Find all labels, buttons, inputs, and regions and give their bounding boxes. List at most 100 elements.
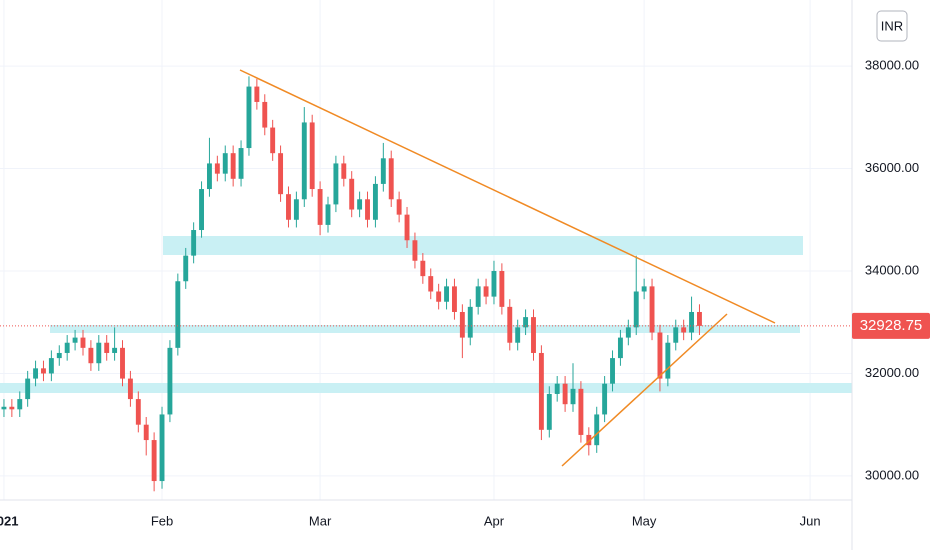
candle-body [396, 199, 402, 215]
candle-body [183, 255, 189, 282]
candle-body [333, 163, 339, 205]
candle-body [127, 378, 133, 400]
candle-body [341, 163, 347, 179]
currency-label[interactable]: INR [881, 18, 903, 33]
candle-body [151, 440, 157, 482]
zone [0, 383, 852, 393]
candle-body [246, 86, 252, 149]
candle-body [365, 199, 370, 220]
candle-body [673, 327, 679, 343]
candle-body [546, 393, 552, 430]
candle-body [48, 358, 54, 374]
candle-body [562, 383, 568, 405]
candle-body [64, 342, 70, 353]
zone [163, 236, 803, 255]
zone [50, 325, 800, 333]
grid [0, 0, 852, 500]
candle-body [159, 414, 165, 482]
candle-body [641, 286, 647, 292]
candle-body [523, 317, 529, 328]
candle-body [9, 406, 15, 410]
last-price-box [852, 312, 930, 339]
candle-body [349, 178, 355, 210]
candle-body [17, 399, 23, 410]
candle-body [610, 358, 615, 384]
candle-body [33, 368, 39, 379]
y-tick-label: 38000.00 [865, 58, 919, 73]
candle-body [112, 347, 118, 353]
trend-line [561, 313, 728, 467]
candle-body [578, 388, 584, 435]
candle-body [617, 337, 623, 359]
candle-body [697, 311, 702, 326]
candle-body [143, 424, 149, 441]
candle-body [625, 327, 631, 338]
y-tick-label: 32000.00 [865, 365, 919, 380]
candle-body [222, 153, 228, 174]
last-price-label: 32928.75 [860, 317, 923, 334]
y-tick-label: 36000.00 [865, 160, 919, 175]
candle-body [444, 286, 449, 302]
candle-body [594, 414, 600, 446]
candle-body [665, 342, 671, 379]
candle-body [404, 214, 410, 241]
candle-body [88, 347, 94, 364]
candle-body [428, 276, 434, 292]
y-tick-label: 30000.00 [865, 467, 919, 482]
candle-body [301, 122, 307, 200]
candle-body [412, 240, 418, 261]
candle-body [104, 342, 110, 353]
trend-line [239, 69, 776, 324]
candle-body [325, 204, 331, 225]
candle-body [633, 291, 639, 328]
candle-body [309, 122, 315, 190]
candle-body [230, 153, 236, 179]
candle-body [467, 306, 473, 338]
candle-body [507, 306, 513, 343]
x-tick-label: Jun [800, 513, 821, 528]
candle-body [515, 327, 521, 343]
candle-body [96, 342, 102, 364]
candle-body [388, 158, 394, 200]
candles [1, 76, 702, 492]
candle-body [372, 183, 378, 220]
axes: 30000.00 32000.00 34000.00 36000.00 38000.00… [0, 58, 930, 528]
candle-body [436, 291, 442, 302]
candle-body [380, 158, 386, 184]
candle-body [120, 347, 125, 379]
candle-body [293, 199, 299, 220]
candle-body [25, 378, 31, 400]
currency-button[interactable] [876, 10, 908, 42]
candle-body [531, 317, 536, 353]
candle-body [254, 86, 260, 102]
candle-body [538, 352, 544, 430]
candle-body [357, 199, 363, 210]
x-tick-label: 2021 [0, 513, 18, 528]
candle-body [214, 163, 220, 174]
y-tick-label: 34000.00 [865, 262, 919, 277]
x-tick-label: Feb [151, 513, 173, 528]
candle-body [135, 399, 141, 425]
candle-body [175, 281, 181, 348]
candle-body [586, 434, 592, 446]
candle-body [491, 271, 497, 297]
candle-body [452, 286, 457, 312]
candle-body [499, 271, 505, 307]
candle-body [238, 148, 244, 179]
x-tick-label: May [632, 513, 657, 528]
candle-body [570, 388, 576, 405]
candle-body [262, 101, 268, 128]
candle-body [475, 286, 481, 307]
candle-body [199, 189, 204, 231]
candle-body [689, 311, 695, 333]
candle-body [554, 383, 560, 394]
candle-body [602, 383, 608, 415]
candle-body [1, 406, 7, 410]
candle-body [286, 194, 291, 220]
candle-body [270, 127, 276, 154]
candle-body [191, 230, 197, 256]
candle-body [72, 337, 78, 343]
candle-body [681, 327, 687, 333]
candle-body [206, 163, 212, 190]
